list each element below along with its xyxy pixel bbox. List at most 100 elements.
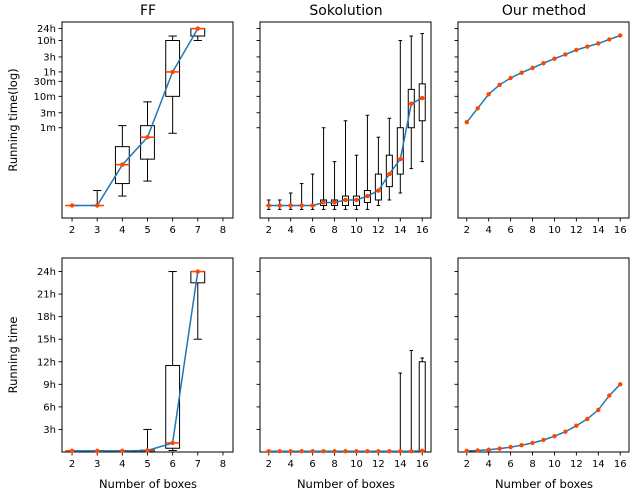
x-tick-label: 14 (394, 225, 407, 236)
panel-ours-log: 2 4 6 8 10 12 14 16 (454, 21, 630, 236)
data-point (332, 200, 337, 205)
data-point (310, 203, 315, 208)
data-point (299, 449, 304, 454)
axes-frame (61, 257, 234, 453)
data-point (387, 171, 392, 177)
x-tick-label: 2 (69, 225, 75, 236)
x-axis-label-col2: Number of boxes (296, 477, 396, 491)
data-point (343, 449, 348, 454)
y-tick-label: 3h (43, 52, 56, 63)
data-point (519, 443, 524, 448)
y-tick-label: 6h (43, 402, 56, 413)
data-point (464, 120, 469, 125)
data-point (387, 449, 392, 454)
data-point (145, 448, 150, 453)
x-tick-label: 6 (169, 459, 175, 470)
y-tick-label: 1m (40, 123, 56, 134)
box (165, 40, 181, 97)
box (418, 361, 426, 452)
data-point (277, 203, 282, 208)
data-point (541, 61, 546, 66)
y-tick-label: 9h (43, 380, 56, 391)
data-point (376, 449, 381, 454)
series-line (72, 28, 199, 207)
x-tick-label: 4 (486, 225, 492, 236)
series-line (466, 34, 621, 123)
data-point (365, 449, 370, 454)
data-point (288, 449, 293, 454)
x-tick-label: 7 (195, 225, 201, 236)
y-tick-label: 10h (37, 36, 56, 47)
data-point (552, 434, 557, 439)
x-tick-label: 10 (350, 459, 363, 470)
x-tick-label: 2 (464, 225, 470, 236)
y-tick-label: 3m (40, 108, 56, 119)
data-point (170, 440, 175, 446)
box (418, 83, 426, 122)
column-title-sokolution: Sokolution (309, 3, 383, 19)
data-point (398, 449, 403, 454)
data-point (607, 37, 612, 42)
column-title-our-method: Our method (501, 3, 587, 19)
data-point (266, 203, 271, 208)
data-point (563, 52, 568, 57)
panel-sokolution-log: 2 4 6 8 10 12 14 16 (256, 21, 432, 236)
x-tick-label: 6 (507, 225, 513, 236)
data-point (607, 393, 612, 398)
data-point (170, 69, 175, 75)
data-point (288, 203, 293, 208)
box (165, 365, 181, 449)
data-point (420, 95, 425, 101)
x-tick-label: 5 (144, 225, 150, 236)
axes-frame (457, 21, 630, 219)
y-tick-label: 10m (34, 92, 56, 103)
x-tick-label: 2 (464, 459, 470, 470)
data-point (552, 56, 557, 61)
x-tick-label: 14 (592, 459, 605, 470)
x-tick-label: 12 (570, 459, 583, 470)
x-tick-label: 2 (266, 225, 272, 236)
x-tick-label: 3 (94, 459, 100, 470)
y-tick-label: 18h (37, 312, 56, 323)
data-point (195, 269, 200, 274)
box (396, 127, 404, 175)
data-point (585, 44, 590, 49)
data-point (508, 75, 513, 81)
data-point (120, 448, 125, 454)
panel-ours-linear: 2 4 6 8 10 12 14 16 (454, 257, 630, 470)
data-point (541, 437, 546, 443)
x-tick-label: 16 (416, 459, 429, 470)
data-point (321, 200, 326, 205)
data-point (365, 193, 370, 199)
data-point (409, 101, 414, 106)
data-point (266, 449, 271, 454)
x-tick-label: 10 (350, 225, 363, 236)
series-line (72, 271, 199, 452)
data-point (398, 156, 403, 162)
x-tick-label: 16 (614, 225, 627, 236)
y-tick-label: 3h (43, 425, 56, 436)
data-point (332, 449, 337, 454)
data-point (95, 203, 100, 208)
y-axis-label-log: Running time(log) (6, 68, 20, 172)
data-point (596, 41, 601, 46)
x-axis-label-col3: Number of boxes (494, 477, 594, 491)
data-point (69, 448, 75, 454)
x-tick-label: 2 (266, 459, 272, 470)
x-tick-label: 8 (220, 459, 226, 470)
x-tick-label: 12 (570, 225, 583, 236)
column-title-ff: FF (139, 3, 157, 19)
data-point (497, 446, 502, 451)
data-point (508, 444, 513, 450)
x-tick-label: 4 (119, 459, 125, 470)
data-point (354, 197, 359, 203)
x-tick-label: 4 (288, 225, 294, 236)
x-tick-label: 10 (548, 225, 561, 236)
x-tick-label: 16 (614, 459, 627, 470)
x-tick-label: 7 (195, 459, 201, 470)
x-tick-label: 2 (69, 459, 75, 470)
data-point (618, 382, 623, 387)
x-tick-label: 6 (507, 459, 513, 470)
